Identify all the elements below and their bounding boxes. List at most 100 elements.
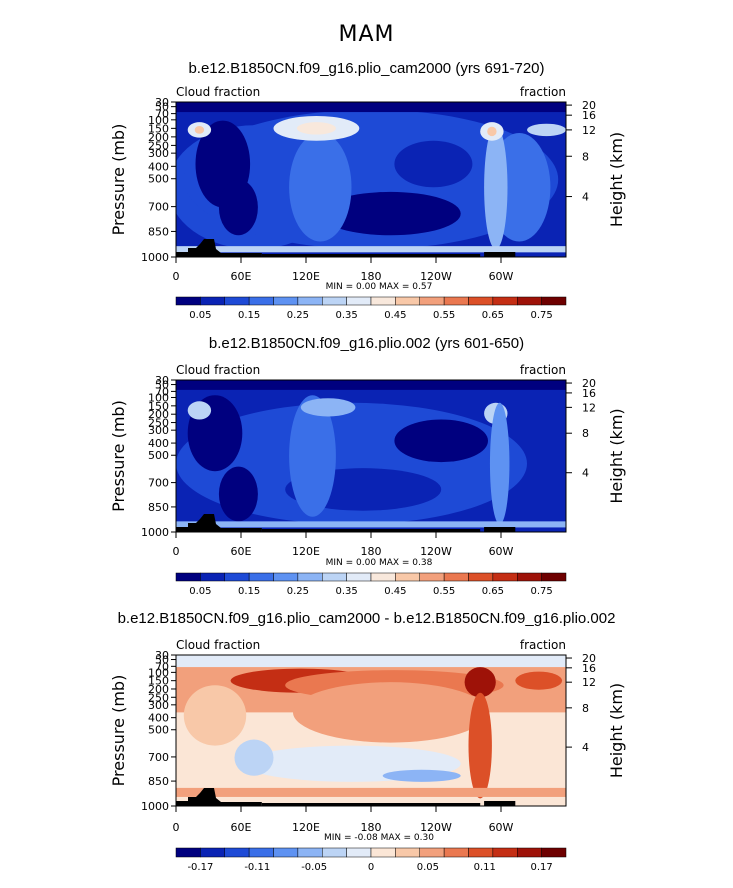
contour-band bbox=[234, 739, 274, 776]
colorbar-swatch bbox=[175, 296, 201, 306]
y-tick-label: 70 bbox=[155, 660, 169, 673]
contour-band bbox=[187, 401, 212, 420]
y-tick-label: 850 bbox=[148, 225, 169, 238]
colorbar-label: 0.15 bbox=[238, 586, 260, 597]
x-tick-label: 0 bbox=[173, 821, 180, 834]
topography bbox=[176, 514, 262, 532]
colorbar-swatch bbox=[346, 847, 372, 858]
y-tick-label: 200 bbox=[148, 683, 169, 696]
x-tick-label: 180 bbox=[361, 821, 382, 834]
colorbar-swatch bbox=[443, 847, 469, 858]
contour-band bbox=[176, 655, 566, 668]
variable-label-left: Cloud fraction bbox=[176, 363, 260, 377]
colorbar-swatch bbox=[443, 572, 469, 582]
colorbar-label: 0.55 bbox=[433, 586, 455, 597]
contour-band bbox=[176, 246, 566, 253]
colorbar-swatch bbox=[273, 847, 299, 858]
contour-band bbox=[176, 102, 566, 113]
colorbar-label: 0.75 bbox=[530, 310, 552, 321]
y-right-tick-label: 8 bbox=[582, 427, 589, 440]
colorbar-swatch bbox=[273, 572, 299, 582]
y-right-tick-label: 20 bbox=[582, 377, 596, 390]
x-tick-label: 60W bbox=[489, 821, 514, 834]
colorbar-label: 0 bbox=[368, 862, 374, 873]
colorbar-label: 0.25 bbox=[287, 310, 309, 321]
y-right-axis-title: Height (km) bbox=[607, 408, 626, 503]
colorbar-swatch bbox=[322, 847, 347, 858]
colorbar-swatch bbox=[200, 296, 225, 306]
variable-label-left: Cloud fraction bbox=[176, 85, 260, 99]
y-right-tick-label: 4 bbox=[582, 741, 589, 754]
min-max-stats: MIN = 0.00 MAX = 0.57 bbox=[326, 282, 433, 292]
colorbar-swatch bbox=[395, 847, 420, 858]
y-tick-label: 500 bbox=[148, 173, 169, 186]
y-tick-label: 1000 bbox=[141, 800, 169, 813]
contour-band bbox=[218, 466, 258, 522]
colorbar-label: 0.05 bbox=[417, 862, 439, 873]
colorbar-label: 0.11 bbox=[474, 862, 496, 873]
topography bbox=[176, 788, 262, 806]
y-tick-label: 70 bbox=[155, 108, 169, 121]
topography bbox=[261, 803, 481, 806]
colorbar-label: 0.15 bbox=[238, 310, 260, 321]
colorbar-label: 0.45 bbox=[384, 310, 406, 321]
colorbar-label: -0.11 bbox=[244, 862, 270, 873]
colorbar-swatch bbox=[370, 572, 396, 582]
topography bbox=[176, 239, 262, 257]
colorbar-swatch bbox=[200, 572, 225, 582]
colorbar-swatch bbox=[224, 847, 250, 858]
y-right-tick-label: 16 bbox=[582, 109, 596, 122]
colorbar-swatch bbox=[492, 296, 518, 306]
y-tick-label: 1000 bbox=[141, 251, 169, 264]
colorbar-swatch bbox=[443, 296, 469, 306]
colorbar-swatch bbox=[370, 296, 396, 306]
x-tick-label: 120E bbox=[292, 270, 320, 283]
colorbar-swatch bbox=[541, 572, 567, 582]
y-right-tick-label: 20 bbox=[582, 99, 596, 112]
colorbar-swatch bbox=[297, 572, 323, 582]
x-tick-label: 180 bbox=[361, 545, 382, 558]
y-tick-label: 1000 bbox=[141, 526, 169, 539]
y-tick-label: 50 bbox=[155, 379, 169, 392]
contour-band bbox=[320, 191, 461, 236]
contour-band bbox=[176, 521, 566, 528]
x-tick-label: 60E bbox=[231, 545, 252, 558]
y-axis-title: Pressure (mb) bbox=[109, 124, 128, 236]
variable-label-left: Cloud fraction bbox=[176, 638, 260, 652]
y-tick-label: 700 bbox=[148, 201, 169, 214]
y-right-axis-title: Height (km) bbox=[607, 132, 626, 227]
y-axis-title: Pressure (mb) bbox=[109, 675, 128, 787]
y-tick-label: 300 bbox=[148, 699, 169, 712]
colorbar-swatch bbox=[395, 296, 420, 306]
y-tick-label: 30 bbox=[155, 96, 169, 109]
contour-band bbox=[218, 179, 258, 236]
contour-band bbox=[394, 140, 473, 188]
y-tick-label: 100 bbox=[148, 114, 169, 127]
colorbar-swatch bbox=[346, 572, 372, 582]
x-tick-label: 180 bbox=[361, 270, 382, 283]
y-right-tick-label: 16 bbox=[582, 387, 596, 400]
colorbar-label: 0.45 bbox=[384, 586, 406, 597]
contour-band bbox=[183, 109, 559, 250]
contour-band bbox=[300, 398, 356, 417]
x-tick-label: 0 bbox=[173, 270, 180, 283]
y-tick-label: 70 bbox=[155, 385, 169, 398]
y-tick-label: 850 bbox=[148, 775, 169, 788]
contour-band bbox=[527, 123, 566, 137]
colorbar-label: 0.05 bbox=[189, 310, 211, 321]
colorbar-swatch bbox=[175, 847, 201, 858]
colorbar-swatch bbox=[248, 572, 274, 582]
colorbar-swatch bbox=[322, 296, 347, 306]
colorbar-swatch bbox=[248, 296, 274, 306]
colorbar-label: 0.17 bbox=[530, 862, 552, 873]
y-tick-label: 150 bbox=[148, 675, 169, 688]
panel-1-title: b.e12.B1850CN.f09_g16.plio_cam2000 (yrs … bbox=[188, 60, 545, 77]
colorbar-swatch bbox=[541, 296, 567, 306]
colorbar-swatch bbox=[468, 847, 494, 858]
figure-title: MAM bbox=[338, 22, 395, 47]
y-tick-label: 30 bbox=[155, 374, 169, 387]
contour-band bbox=[296, 122, 336, 135]
panel-3-title: b.e12.B1850CN.f09_g16.plio_cam2000 - b.e… bbox=[117, 610, 616, 627]
colorbar-swatch bbox=[468, 296, 494, 306]
y-tick-label: 200 bbox=[148, 131, 169, 144]
